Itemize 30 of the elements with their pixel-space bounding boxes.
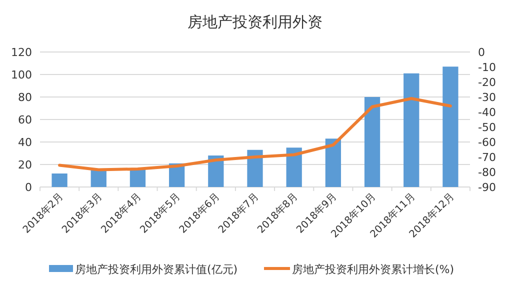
bar xyxy=(90,170,106,187)
y-tick-label: 0 xyxy=(25,181,32,194)
bar xyxy=(52,174,68,187)
bar xyxy=(442,66,458,187)
y2-tick-label: -40 xyxy=(478,106,496,119)
y2-tick-label: -20 xyxy=(478,76,496,89)
y2-tick-label: -50 xyxy=(478,121,496,134)
y-tick-label: 60 xyxy=(18,114,32,126)
bar xyxy=(130,169,146,187)
y-tick-label: 100 xyxy=(11,68,32,82)
y2-tick-label: -90 xyxy=(478,181,496,194)
legend-label: 房地产投资利用外资累计增长(%) xyxy=(292,263,454,276)
y-tick-label: 20 xyxy=(18,158,32,172)
chart-title: 房地产投资利用外资 xyxy=(188,13,322,31)
y2-tick-label: 0 xyxy=(478,46,485,59)
y2-tick-label: -70 xyxy=(478,151,496,164)
y2-tick-label: -30 xyxy=(478,91,496,104)
bar xyxy=(208,156,224,187)
legend-label: 房地产投资利用外资累计值(亿元) xyxy=(75,263,238,276)
y2-tick-label: -60 xyxy=(478,136,496,149)
y2-tick-label: -10 xyxy=(478,61,496,74)
bar xyxy=(286,148,302,187)
bar xyxy=(364,97,380,187)
y2-tick-label: -80 xyxy=(478,166,496,179)
bar xyxy=(325,138,341,187)
y-tick-label: 120 xyxy=(11,46,32,59)
bar xyxy=(247,150,263,187)
y-tick-label: 80 xyxy=(18,91,32,104)
bar xyxy=(404,73,420,187)
y-tick-label: 40 xyxy=(18,136,32,149)
